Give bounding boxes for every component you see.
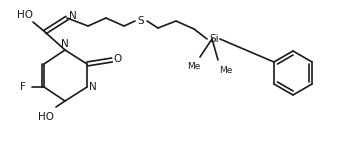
Text: Me: Me [187,62,201,70]
Text: S: S [138,16,144,26]
Text: HO: HO [38,112,54,122]
Text: F: F [20,82,26,92]
Text: Si: Si [209,34,219,44]
Text: O: O [114,54,122,64]
Text: N: N [69,11,77,21]
Text: N: N [61,39,69,49]
Text: N: N [89,82,97,92]
Text: HO: HO [17,10,33,20]
Text: Me: Me [219,66,233,74]
